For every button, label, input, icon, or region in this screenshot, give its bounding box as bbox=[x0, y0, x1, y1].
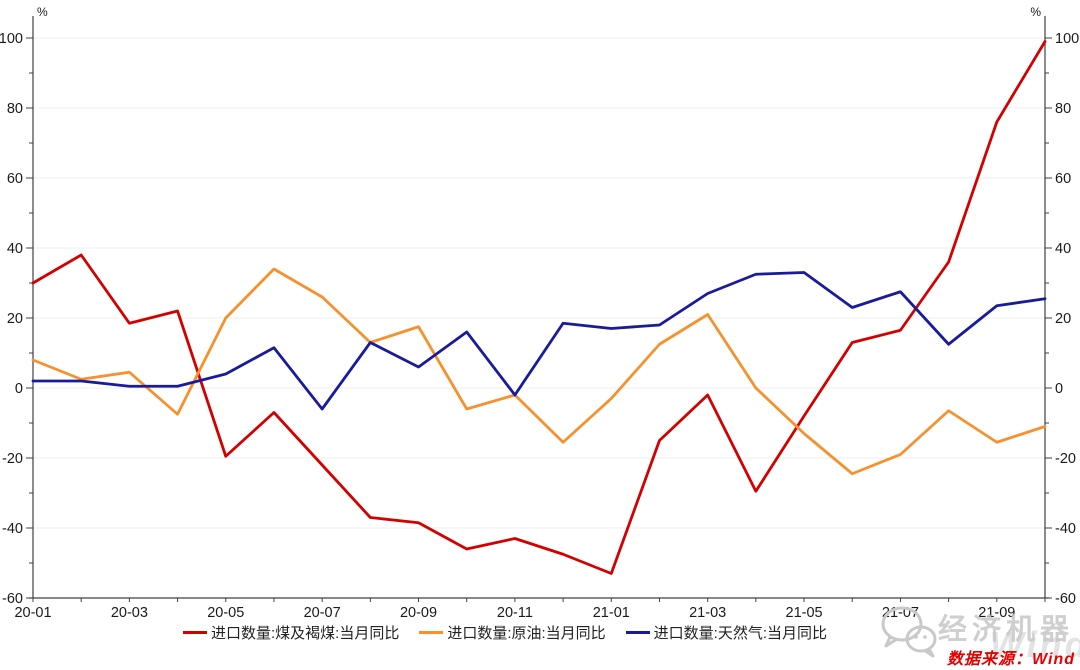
x-tick-label: 20-11 bbox=[497, 605, 533, 620]
y-tick-label-left: -20 bbox=[2, 451, 23, 467]
y-tick-label-left: 100 bbox=[0, 31, 23, 47]
legend-item-coal: 进口数量:煤及褐煤:当月同比 bbox=[182, 622, 400, 643]
y-tick-label-left: 40 bbox=[7, 241, 23, 257]
legend-item-crude-oil: 进口数量:原油:当月同比 bbox=[419, 622, 606, 643]
y-tick-label-right: 40 bbox=[1055, 241, 1071, 257]
y-tick-label-left: 60 bbox=[7, 171, 23, 187]
y-tick-label-right: -60 bbox=[1055, 591, 1076, 607]
legend-label-natural-gas: 进口数量:天然气:当月同比 bbox=[653, 625, 828, 642]
series-line-1 bbox=[31, 267, 1047, 476]
y-tick-label-right: 0 bbox=[1055, 381, 1063, 397]
coal-line-swatch bbox=[182, 631, 207, 634]
legend-label-coal: 进口数量:煤及褐煤:当月同比 bbox=[210, 625, 400, 642]
x-tick-label: 20-09 bbox=[400, 605, 437, 620]
y-axis-unit-left: % bbox=[37, 5, 48, 19]
y-axis-unit-right: % bbox=[1030, 5, 1041, 19]
y-tick-label-right: 100 bbox=[1055, 31, 1079, 47]
y-tick-label-right: -20 bbox=[1055, 451, 1076, 467]
series-lines bbox=[31, 40, 1047, 575]
x-tick-label: 21-07 bbox=[882, 605, 919, 620]
legend-label-crude-oil: 进口数量:原油:当月同比 bbox=[447, 625, 606, 642]
data-source-note: 数据来源：Wind bbox=[947, 651, 1075, 668]
y-tick-label-right: 20 bbox=[1055, 311, 1071, 327]
y-tick-label-left: 0 bbox=[15, 381, 23, 397]
series-line-2 bbox=[31, 271, 1047, 411]
y-tick-label-left: 20 bbox=[7, 311, 23, 327]
x-tick-label: 20-05 bbox=[207, 605, 244, 620]
gridlines bbox=[33, 37, 1045, 529]
crude-oil-line-swatch bbox=[419, 631, 444, 634]
y-tick-label-right: 60 bbox=[1055, 171, 1071, 187]
y-tick-label-left: -40 bbox=[2, 521, 23, 537]
series-line-0 bbox=[31, 40, 1047, 575]
natural-gas-line-swatch bbox=[625, 631, 650, 634]
x-tick-label: 21-01 bbox=[593, 605, 630, 620]
y-axis-ticks: -60 -60 -40 -40 -20 -20 0 0 20 20 40 40 60 60 80 80 100 1… bbox=[0, 31, 1079, 607]
x-tick-label: 21-05 bbox=[786, 605, 823, 620]
y-tick-label-right: -40 bbox=[1055, 521, 1076, 537]
axes bbox=[29, 16, 1049, 599]
x-tick-label: 20-07 bbox=[304, 605, 341, 620]
y-tick-label-right: 80 bbox=[1055, 101, 1071, 117]
y-tick-label-left: 80 bbox=[7, 101, 23, 117]
legend: 进口数量:煤及褐煤:当月同比 进口数量:原油:当月同比 进口数量:天然气:当月同… bbox=[0, 622, 1010, 643]
x-axis-ticks: 20-01 20-03 20-05 20-07 20-09 20-11 21-01 21-03… bbox=[14, 598, 1046, 620]
x-tick-label: 21-09 bbox=[978, 605, 1015, 620]
x-tick-label: 20-03 bbox=[111, 605, 148, 620]
x-tick-label: 20-01 bbox=[14, 605, 51, 620]
legend-item-natural-gas: 进口数量:天然气:当月同比 bbox=[625, 622, 828, 643]
x-tick-label: 21-03 bbox=[689, 605, 726, 620]
y-tick-label-left: -60 bbox=[2, 591, 23, 607]
line-chart: -60 -60 -40 -40 -20 -20 0 0 20 20 40 40 60 60 80 80 100 1… bbox=[0, 5, 1079, 620]
